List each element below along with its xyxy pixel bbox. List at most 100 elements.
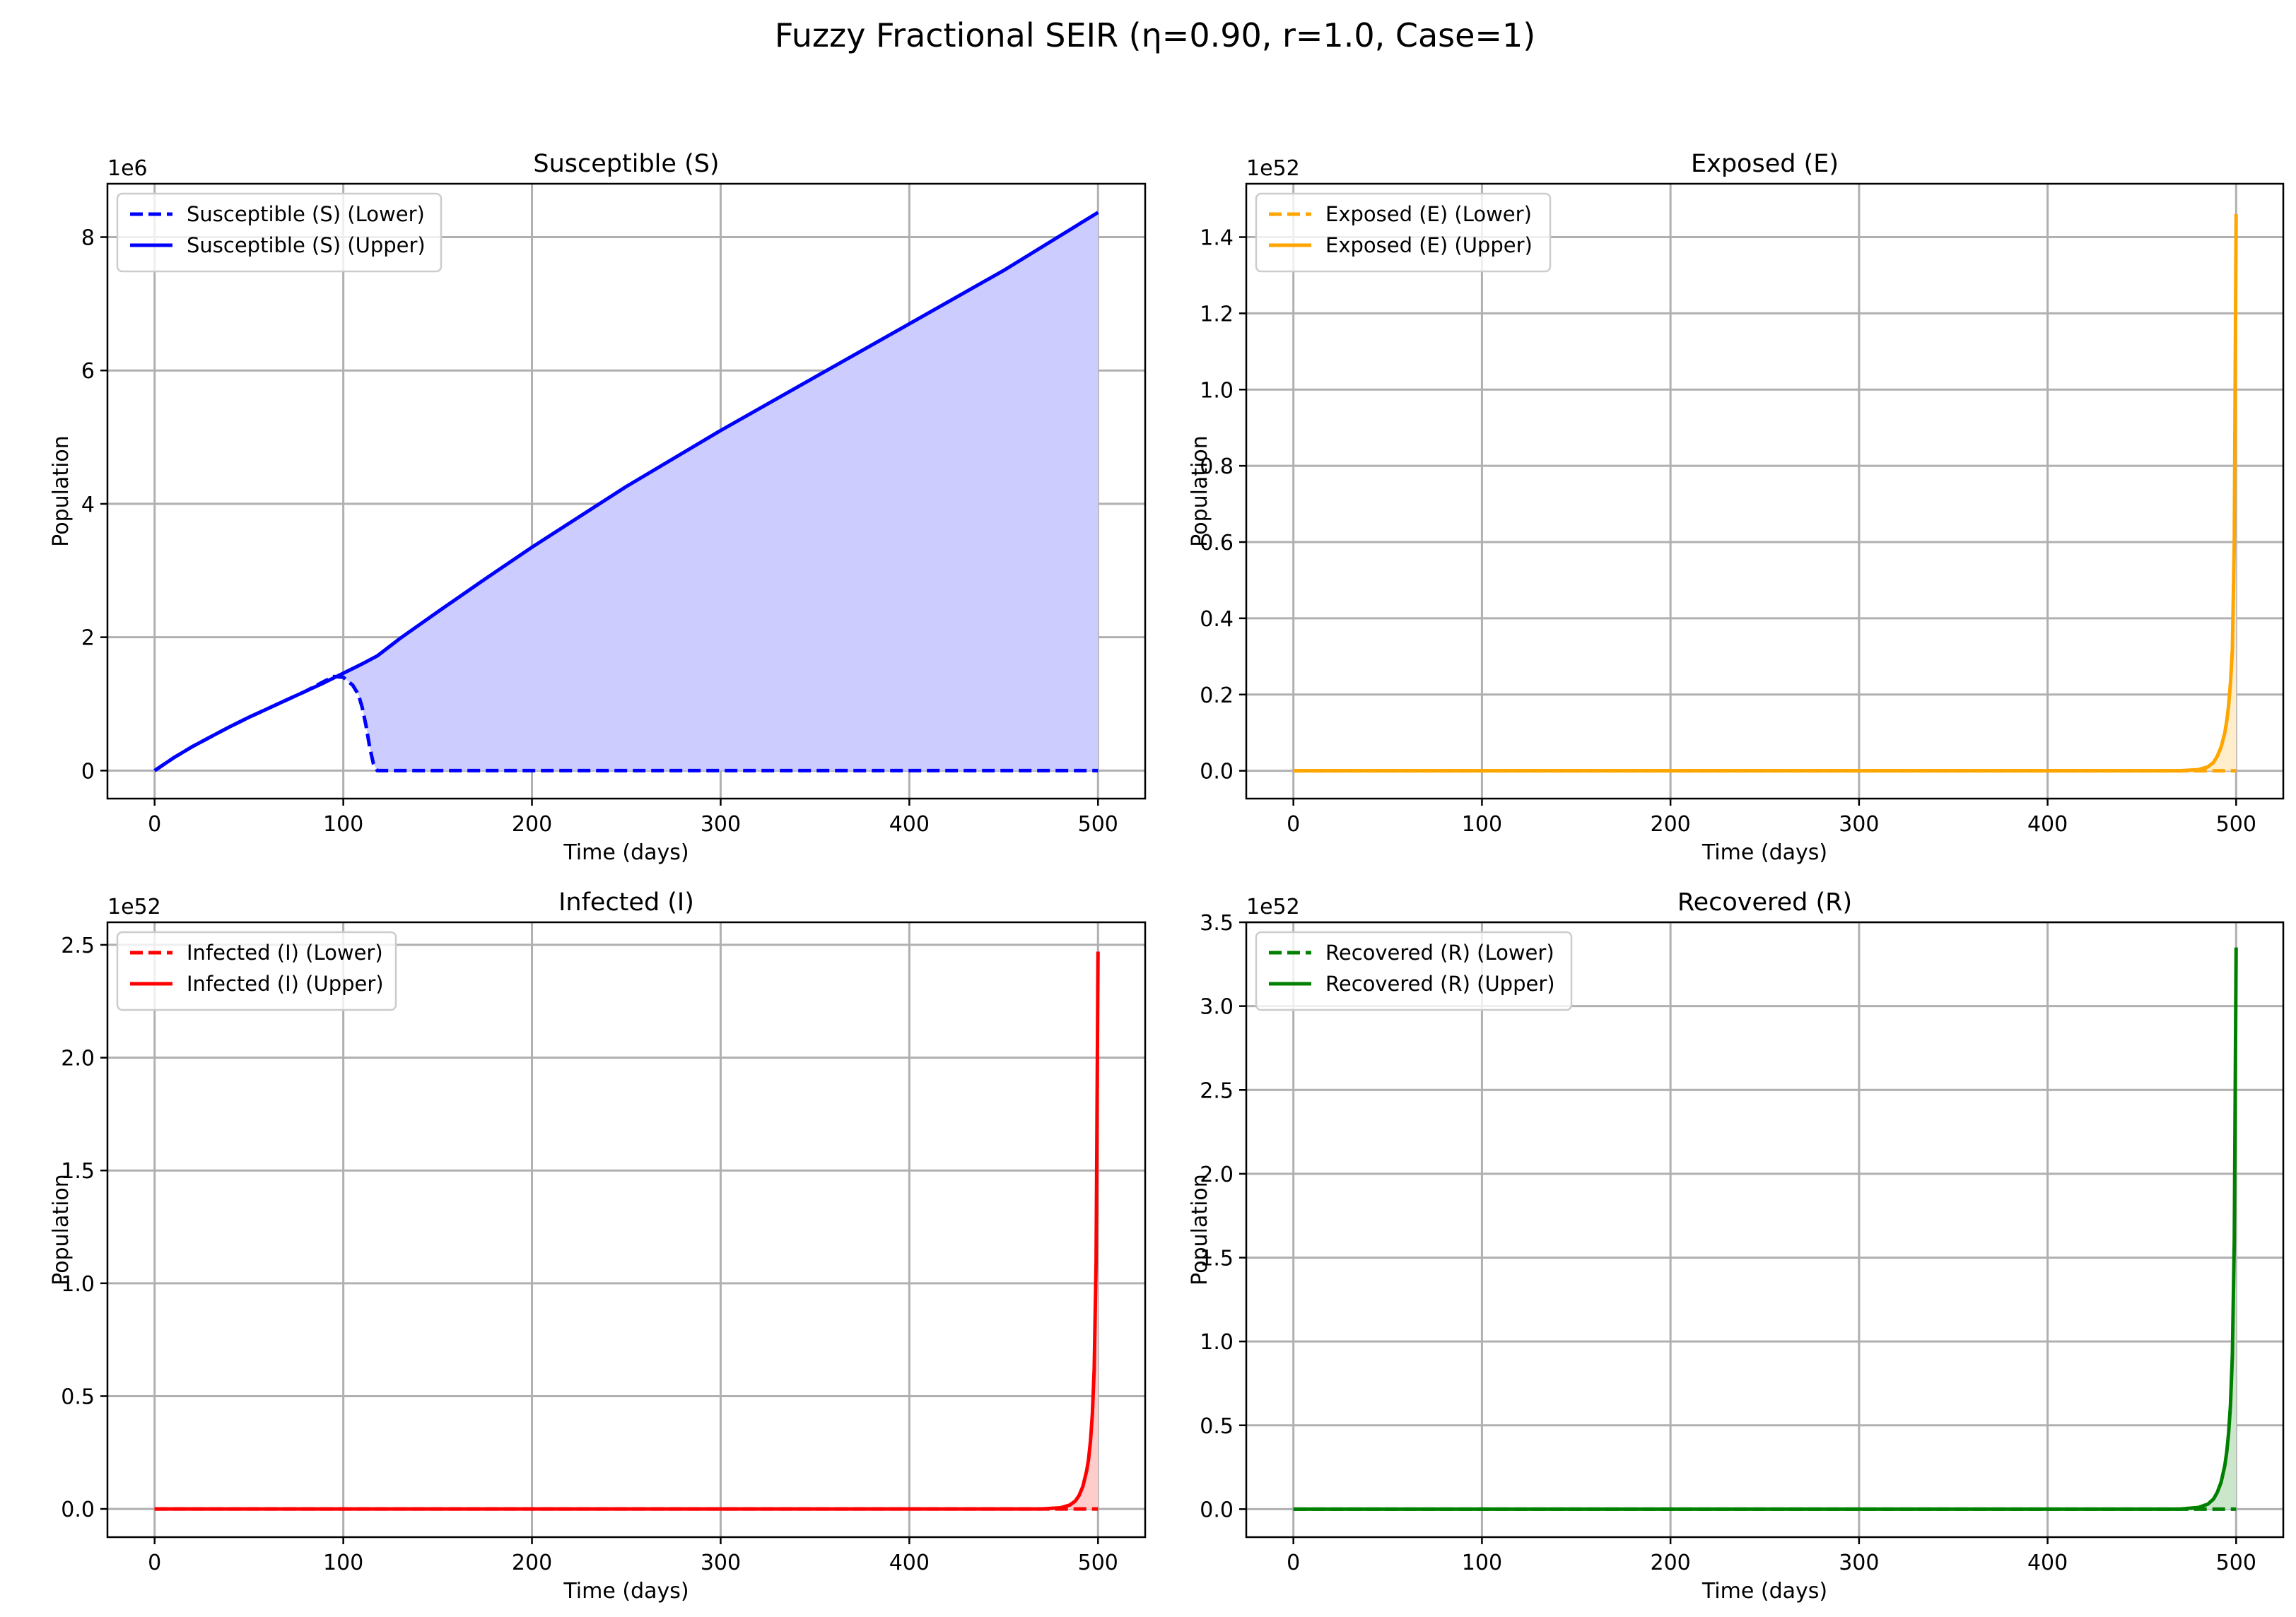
x-axis-label: Time (days)	[1702, 1579, 1827, 1604]
subplot-title: Susceptible (S)	[533, 150, 719, 178]
x-axis-label: Time (days)	[1702, 840, 1827, 865]
legend-box	[116, 192, 443, 273]
y-tick-label: 1.5	[61, 1159, 95, 1184]
y-tick-label: 1.0	[1200, 378, 1234, 403]
legend-label: Recovered (R) (Upper)	[1325, 972, 1555, 996]
y-tick-label: 4	[81, 493, 95, 517]
x-tick-label: 100	[323, 1551, 363, 1575]
legend-label: Susceptible (S) (Upper)	[187, 233, 426, 257]
upper-bound-line	[153, 211, 1099, 772]
upper-bound-line	[154, 951, 1100, 1511]
x-tick-label: 300	[1839, 812, 1879, 837]
x-tick-label: 0	[148, 812, 161, 837]
subplot-infected: 0 100 200 300 400 500 0.0 0.5 1.0 1.5 2.0 2.5 1e52 In…	[49, 888, 1147, 1604]
y-tick-label: 2.0	[1200, 1163, 1234, 1187]
y-tick-label: 1.2	[1200, 302, 1234, 327]
legend: Susceptible (S) (Lower) Susceptible (S) (…	[116, 192, 443, 273]
axes-frame	[1245, 182, 2285, 800]
y-tick-label: 0.0	[1200, 1498, 1234, 1522]
y-tick-label: 0.8	[1200, 454, 1234, 479]
x-tick-label: 400	[889, 812, 930, 837]
x-tick-label: 0	[1287, 812, 1300, 837]
legend: Exposed (E) (Lower) Exposed (E) (Upper)	[1255, 192, 1552, 273]
y-offset-text: 1e6	[107, 156, 148, 181]
y-offset-text: 1e52	[1246, 156, 1300, 181]
fuzzy-band-fill	[1293, 214, 2237, 771]
subplot-recovered: 0 100 200 300 400 500 0.0 0.5 1.0 1.5 2.0 2.5 3.0 3.5…	[1188, 888, 2285, 1604]
y-tick-label: 0.2	[1200, 683, 1234, 708]
subplot-title: Infected (I)	[558, 888, 694, 917]
x-axis-label: Time (days)	[563, 1579, 689, 1604]
y-tick-label: 0.5	[1200, 1414, 1234, 1439]
x-tick-label: 100	[1462, 812, 1502, 837]
y-tick-label: 3.0	[1200, 995, 1234, 1020]
figure-title: Fuzzy Fractional SEIR (η=0.90, r=1.0, Ca…	[775, 16, 1535, 54]
x-tick-label: 100	[1462, 1551, 1502, 1575]
y-tick-label: 2.0	[61, 1047, 95, 1071]
legend-label: Infected (I) (Lower)	[187, 941, 383, 965]
y-tick-label: 0.0	[1200, 760, 1234, 784]
y-tick-label: 2.5	[1200, 1078, 1234, 1103]
x-tick-label: 200	[512, 812, 552, 837]
axes-frame	[1245, 921, 2285, 1539]
y-offset-text: 1e52	[107, 895, 161, 919]
subplots-grid: 0 100 200 300 400 500 0 2 4 6 8 1e6 Susceptible (S) T…	[49, 150, 2285, 1604]
y-tick-label: 1.0	[61, 1272, 95, 1297]
x-tick-label: 500	[2216, 1551, 2256, 1575]
y-tick-label: 6	[81, 359, 95, 384]
subplot-susceptible: 0 100 200 300 400 500 0 2 4 6 8 1e6 Susceptible (S) T…	[49, 150, 1147, 865]
legend-box	[116, 931, 397, 1011]
y-tick-label: 2	[81, 626, 95, 651]
x-tick-label: 200	[512, 1551, 552, 1575]
y-offset-text: 1e52	[1246, 895, 1300, 919]
x-tick-label: 400	[2027, 1551, 2068, 1575]
y-tick-label: 8	[81, 225, 95, 250]
y-tick-label: 1.0	[1200, 1330, 1234, 1355]
legend-box	[1255, 192, 1552, 273]
x-tick-label: 400	[889, 1551, 930, 1575]
y-tick-label: 2.5	[61, 934, 95, 958]
x-tick-label: 300	[701, 812, 741, 837]
y-tick-label: 0.4	[1200, 607, 1234, 632]
axes-frame	[106, 182, 1147, 800]
x-tick-label: 300	[1839, 1551, 1879, 1575]
legend-box	[1255, 931, 1573, 1011]
upper-bound-line	[1293, 947, 2238, 1511]
subplot-exposed: 0 100 200 300 400 500 0.0 0.2 0.4 0.6 0.8 1.0 1.2 1.4…	[1188, 150, 2285, 865]
x-tick-label: 400	[2027, 812, 2068, 837]
y-tick-label: 0.0	[61, 1498, 95, 1522]
legend-label: Infected (I) (Upper)	[187, 972, 384, 996]
x-tick-label: 500	[2216, 812, 2256, 837]
fuzzy-band-fill	[154, 951, 1099, 1510]
y-axis-label: Population	[1188, 435, 1212, 547]
x-tick-label: 500	[1078, 812, 1118, 837]
legend-label: Recovered (R) (Lower)	[1325, 941, 1554, 965]
y-tick-label: 1.4	[1200, 226, 1234, 251]
x-tick-label: 200	[1651, 812, 1691, 837]
y-tick-label: 3.5	[1200, 911, 1234, 936]
x-tick-label: 300	[701, 1551, 741, 1575]
legend: Infected (I) (Lower) Infected (I) (Upper)	[116, 931, 397, 1011]
x-axis-label: Time (days)	[563, 840, 689, 865]
y-tick-label: 0.5	[61, 1384, 95, 1409]
y-axis-label: Population	[1188, 1174, 1212, 1286]
x-tick-label: 200	[1651, 1551, 1691, 1575]
legend-label: Exposed (E) (Upper)	[1325, 233, 1533, 257]
upper-bound-line	[1293, 214, 2238, 773]
x-tick-label: 500	[1078, 1551, 1118, 1575]
legend-label: Susceptible (S) (Lower)	[187, 202, 425, 226]
y-axis-label: Population	[49, 1174, 74, 1286]
x-tick-label: 100	[323, 812, 363, 837]
axes-frame	[106, 921, 1147, 1539]
subplot-title: Recovered (R)	[1677, 888, 1852, 917]
x-tick-label: 0	[1287, 1551, 1300, 1575]
y-axis-label: Population	[49, 435, 74, 547]
y-tick-label: 1.5	[1200, 1247, 1234, 1271]
y-tick-label: 0	[81, 759, 95, 784]
legend: Recovered (R) (Lower) Recovered (R) (Uppe…	[1255, 931, 1573, 1011]
x-tick-label: 0	[148, 1551, 161, 1575]
y-tick-label: 0.6	[1200, 531, 1234, 555]
subplot-title: Exposed (E)	[1691, 150, 1839, 178]
legend-label: Exposed (E) (Lower)	[1325, 202, 1532, 226]
